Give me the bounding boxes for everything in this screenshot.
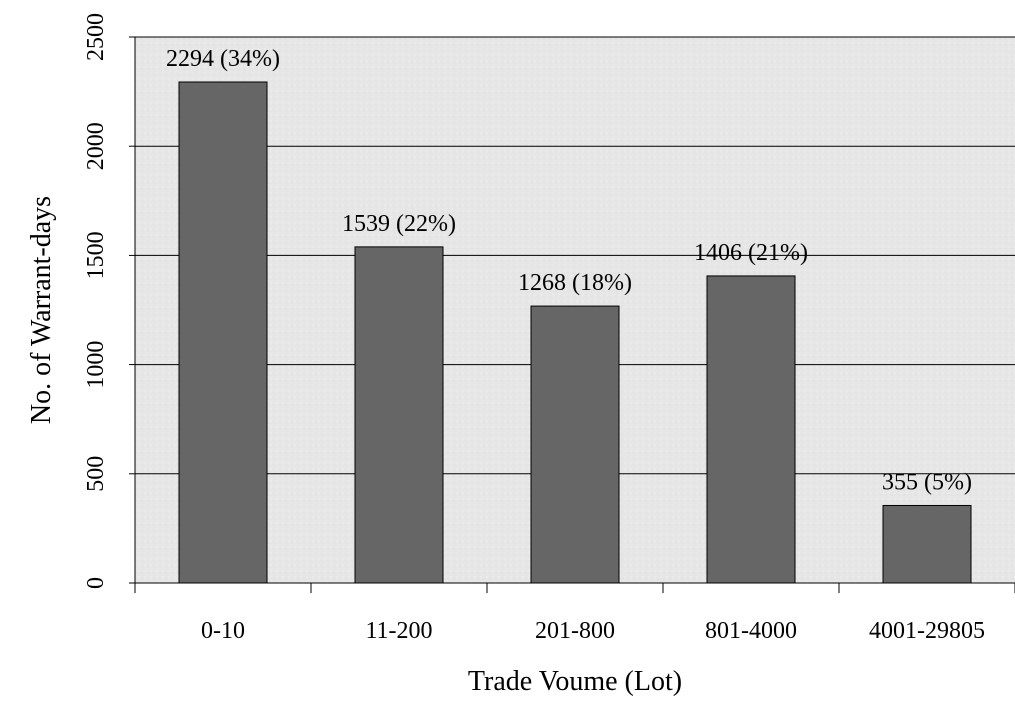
x-tick-label: 0-10 [201,618,245,644]
x-tick-label: 4001-29805 [869,618,985,644]
bar-4001-29805 [882,504,972,584]
bar-11-200 [354,246,444,584]
axes: 0 500 1000 1500 2000 2500 0-10 11-200 201-800 801… [83,13,1015,644]
x-tick-label: 201-800 [535,618,615,644]
y-tick-label: 2500 [83,13,109,61]
bar-0-10 [178,81,268,584]
y-tick-label: 2000 [83,122,109,170]
data-label: 1406 (21%) [694,240,808,266]
y-tick-label: 0 [83,577,109,589]
x-axis-title: Trade Voume (Lot) [468,666,682,697]
x-tick-label: 801-4000 [705,618,797,644]
x-tick-label: 11-200 [365,618,432,644]
y-axis-title: No. of Warrant-days [26,196,57,424]
data-label: 1539 (22%) [342,211,456,237]
bar-801-4000 [706,275,796,584]
y-tick-label: 1500 [83,231,109,279]
bars: 2294 (34%) 1539 (22%) 1268 (18%) 1406 (21%)… [166,46,972,584]
data-label: 1268 (18%) [518,270,632,296]
bar-201-800 [530,305,620,584]
y-tick-label: 1000 [83,341,109,389]
y-tick-label: 500 [83,456,109,492]
data-label: 2294 (34%) [166,46,280,72]
data-label: 355 (5%) [882,469,972,495]
